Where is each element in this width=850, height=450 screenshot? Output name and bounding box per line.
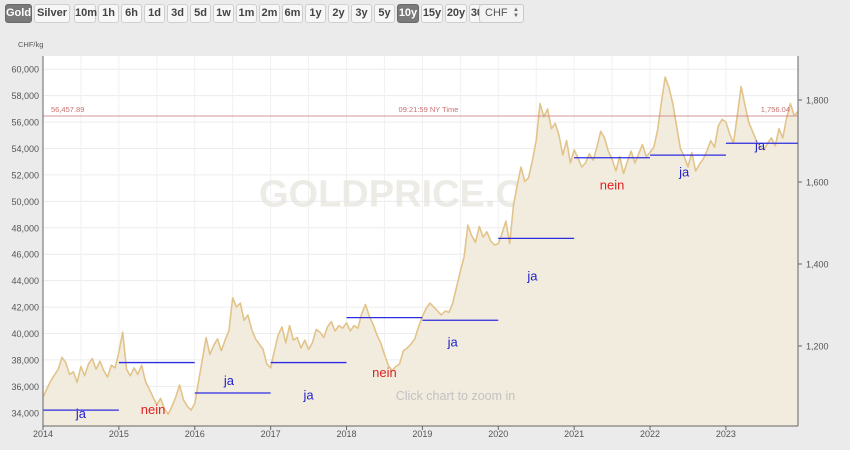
x-tick-label: 2022 [640,429,660,439]
y-tick-label: 34,000 [11,408,39,418]
y-tick-label: 44,000 [11,276,39,286]
annotation-label: nein [372,365,397,380]
annotation-label: ja [303,388,315,403]
range-tab-10m[interactable]: 10m [74,4,97,23]
annotation-label: ja [223,373,235,388]
annotation-label: nein [141,402,166,417]
y-tick-label: 52,000 [11,170,39,180]
y-tick-label: 58,000 [11,91,39,101]
x-tick-label: 2021 [564,429,584,439]
price-area-fill [43,77,798,426]
y-right-tick-label: 1,600 [806,178,829,188]
y-right-tick-label: 1,800 [806,96,829,106]
range-tab-10y[interactable]: 10y [397,4,419,23]
metal-tab-gold[interactable]: Gold [5,4,32,23]
x-tick-label: 2016 [185,429,205,439]
range-tab-6h[interactable]: 6h [121,4,142,23]
x-tick-label: 2017 [261,429,281,439]
range-tab-1w[interactable]: 1w [213,4,234,23]
x-tick-label: 2014 [33,429,53,439]
y-axis-unit: CHF/kg [18,40,43,49]
annotation-label: ja [526,269,538,284]
x-tick-label: 2019 [412,429,432,439]
annotation-label: nein [600,177,625,192]
current-time-label: 09:21:59 NY Time [399,105,459,114]
range-tab-20y[interactable]: 20y [445,4,467,23]
range-tab-15y[interactable]: 15y [421,4,443,23]
y-tick-label: 60,000 [11,65,39,75]
range-tab-5d[interactable]: 5d [190,4,211,23]
chevron-updown-icon: ▲▼ [513,7,519,19]
y-tick-label: 40,000 [11,329,39,339]
range-tab-2m[interactable]: 2m [259,4,280,23]
y-tick-label: 38,000 [11,355,39,365]
y-tick-label: 36,000 [11,382,39,392]
x-tick-label: 2023 [716,429,736,439]
range-tab-3d[interactable]: 3d [167,4,188,23]
range-tab-3y[interactable]: 3y [351,4,372,23]
range-tab-1m[interactable]: 1m [236,4,257,23]
metal-tab-silver[interactable]: Silver [34,4,70,23]
annotation-label: ja [754,138,766,153]
price-line[interactable] [42,76,799,415]
chart-toolbar: Gold Silver 10m 1h 6h 1d 3d 5d 1w 1m 2m 6m 1y 2y 3y 5y 1… [0,0,850,28]
annotation-label: ja [75,406,87,421]
x-tick-label: 2018 [337,429,357,439]
zoom-hint: Click chart to zoom in [396,389,516,403]
gold-price-chart[interactable]: 34,000 36,000 38,000 40,000 42,000 44,000 46,0… [0,28,850,450]
currency-select-value: CHF [485,7,508,19]
range-tab-1h[interactable]: 1h [98,4,119,23]
currency-select[interactable]: CHF ▲▼ [479,4,524,23]
y-tick-label: 48,000 [11,223,39,233]
y-tick-label: 50,000 [11,197,39,207]
y-tick-label: 56,000 [11,118,39,128]
x-tick-label: 2020 [488,429,508,439]
x-tick-label: 2015 [109,429,129,439]
current-price-oz-label: 1,756.04 [761,105,790,114]
y-tick-label: 46,000 [11,250,39,260]
current-price-label: 56,457.89 [51,105,84,114]
range-tab-5y[interactable]: 5y [374,4,395,23]
y-right-tick-label: 1,200 [806,342,829,352]
range-tab-2y[interactable]: 2y [328,4,349,23]
annotation-label: ja [678,164,690,179]
y-tick-label: 54,000 [11,144,39,154]
range-tab-6m[interactable]: 6m [282,4,303,23]
range-tab-1y[interactable]: 1y [305,4,326,23]
annotation-label: ja [447,335,459,350]
y-tick-label: 42,000 [11,303,39,313]
y-right-tick-label: 1,400 [806,260,829,270]
range-tab-1d[interactable]: 1d [144,4,165,23]
